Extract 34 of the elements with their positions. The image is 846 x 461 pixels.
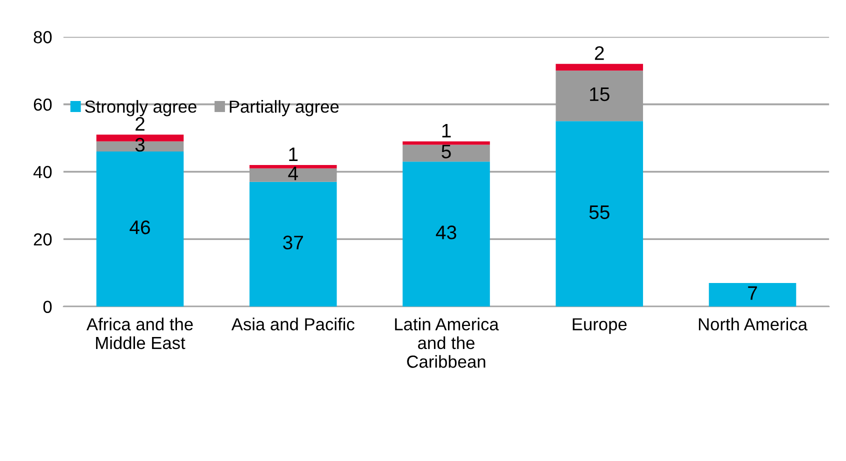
x-tick-label: Africa and the Middle East [86, 318, 193, 350]
x-tick-label: Asia and Pacific [231, 318, 354, 330]
data-label: 2 [594, 46, 604, 60]
data-label: 1 [289, 148, 298, 161]
data-label: 2 [136, 117, 144, 131]
y-tick-label: 40 [33, 166, 52, 178]
x-tick-label: North America [698, 318, 808, 330]
legend-label: Partially agree [230, 100, 339, 116]
bar [708, 282, 796, 307]
bar [250, 164, 337, 168]
data-label: 7 [748, 286, 757, 300]
data-label: 5 [442, 144, 451, 158]
bar [556, 64, 644, 71]
bar [402, 162, 490, 307]
y-tick-label: 20 [34, 233, 52, 246]
y-tick-label: 60 [34, 98, 52, 111]
data-label: 3 [135, 138, 145, 152]
data-label: 46 [130, 220, 150, 234]
y-tick-label: 80 [34, 31, 52, 44]
data-label: 37 [283, 236, 303, 250]
bar [402, 144, 490, 162]
bar [402, 141, 490, 145]
data-label: 1 [442, 124, 451, 138]
data-label: 15 [590, 88, 610, 102]
data-label: 43 [436, 226, 456, 240]
y-tick-label: 0 [43, 300, 52, 314]
bar [250, 182, 337, 307]
bar [96, 151, 184, 307]
x-tick-label: Europe [572, 318, 627, 334]
bar [556, 121, 644, 307]
x-tick-label: Latin America and the Caribbean [395, 318, 499, 368]
data-label: 4 [288, 166, 298, 180]
data-label: 55 [589, 206, 610, 220]
legend-label: Strongly agree [85, 100, 196, 116]
